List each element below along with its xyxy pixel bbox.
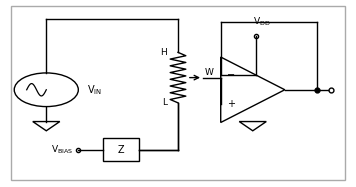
Text: Z: Z xyxy=(118,145,124,155)
Text: +: + xyxy=(227,99,235,109)
Text: V$_{\mathregular{BIAS}}$: V$_{\mathregular{BIAS}}$ xyxy=(51,143,73,156)
Text: H: H xyxy=(161,48,167,57)
Bar xyxy=(221,22,331,62)
Text: V$_{\mathregular{IN}}$: V$_{\mathregular{IN}}$ xyxy=(87,83,103,97)
Text: −: − xyxy=(227,70,235,80)
Text: V$_{\mathregular{DD}}$: V$_{\mathregular{DD}}$ xyxy=(253,16,271,28)
Text: W: W xyxy=(205,68,214,77)
Bar xyxy=(103,138,139,161)
Text: L: L xyxy=(162,98,167,107)
